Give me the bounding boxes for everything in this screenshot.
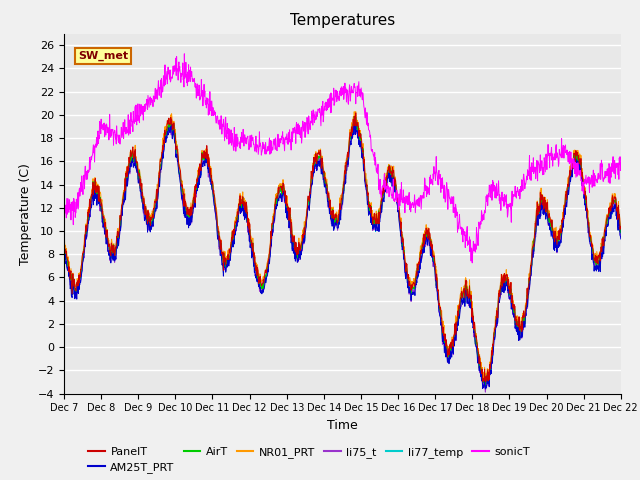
Title: Temperatures: Temperatures bbox=[290, 13, 395, 28]
Legend: PanelT, AM25T_PRT, AirT, NR01_PRT, li75_t, li77_temp, sonicT: PanelT, AM25T_PRT, AirT, NR01_PRT, li75_… bbox=[84, 443, 534, 478]
Y-axis label: Temperature (C): Temperature (C) bbox=[19, 163, 32, 264]
Text: SW_met: SW_met bbox=[78, 51, 128, 61]
X-axis label: Time: Time bbox=[327, 419, 358, 432]
